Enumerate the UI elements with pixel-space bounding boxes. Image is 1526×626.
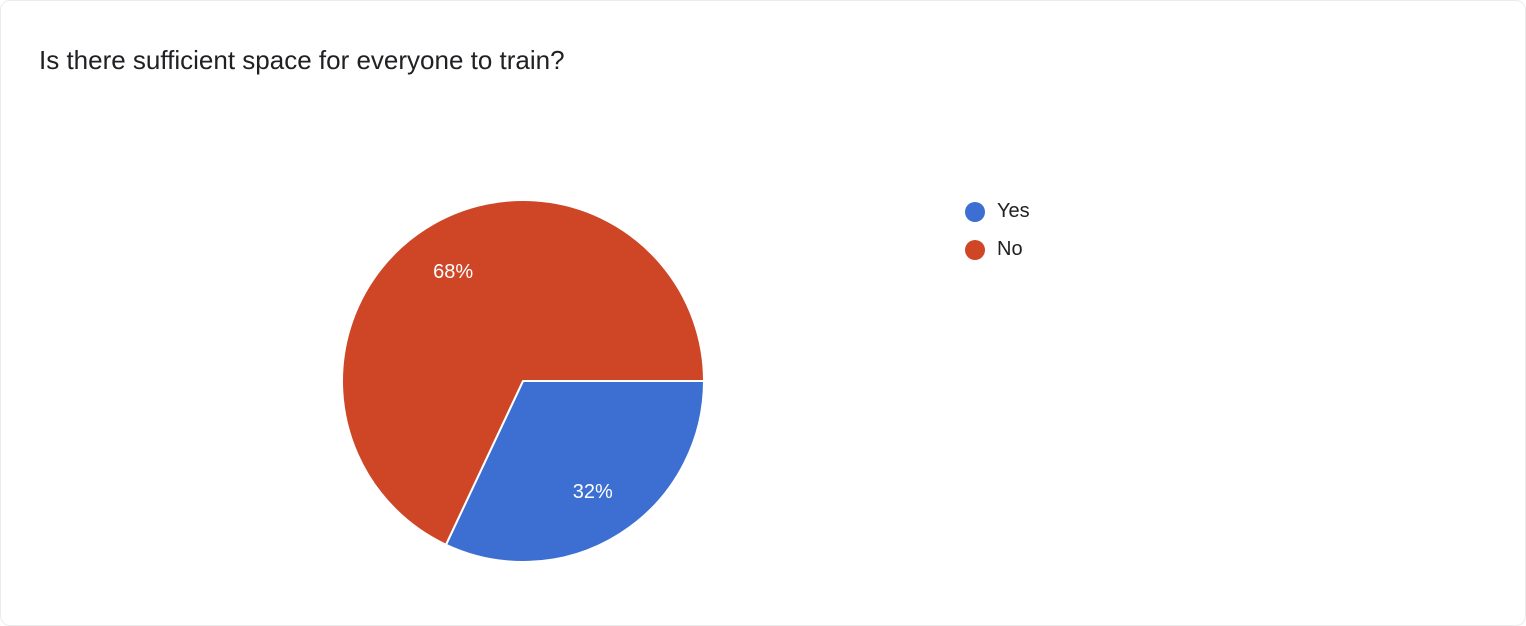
- pie-slice-no[interactable]: [341, 199, 705, 546]
- chart-title: Is there sufficient space for everyone t…: [39, 45, 565, 75]
- legend-item-yes: Yes: [965, 199, 1030, 224]
- pie-chart-svg: 32% 68%: [341, 199, 705, 563]
- legend-no-swatch-icon: [965, 239, 985, 260]
- slice-label-no: 68%: [433, 261, 473, 283]
- pie-slice-yes[interactable]: [444, 380, 705, 563]
- legend-item-no: No: [965, 237, 1030, 262]
- pie-chart: 32% 68%: [333, 191, 713, 571]
- legend-no-label: No: [997, 238, 1023, 260]
- slice-label-yes: 32%: [573, 481, 613, 503]
- legend-yes-label: Yes: [997, 200, 1030, 222]
- legend-yes-swatch-icon: [965, 201, 985, 222]
- legend: Yes No: [965, 199, 1030, 262]
